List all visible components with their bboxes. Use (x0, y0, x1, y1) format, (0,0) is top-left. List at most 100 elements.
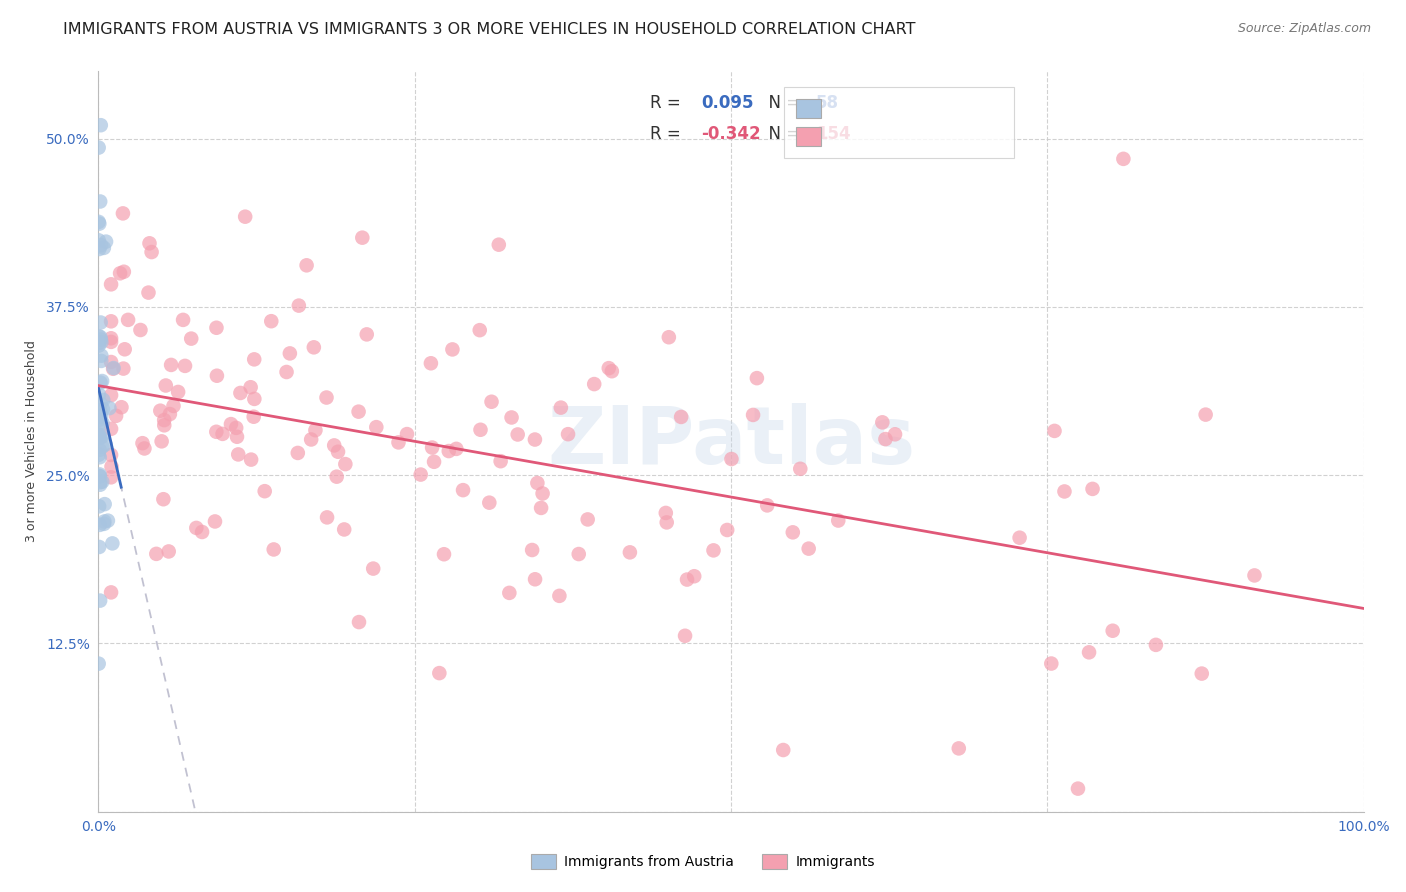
Point (155, 378, 177, 392)
Point (409, 467, 432, 482)
Point (655, 516, 678, 530)
Point (352, 230, 374, 244)
Point (347, 404, 370, 418)
Point (186, 521, 208, 535)
Y-axis label: 3 or more Vehicles in Household: 3 or more Vehicles in Household (25, 341, 38, 542)
Point (90, 316, 112, 330)
Point (506, 427, 529, 442)
Point (226, 447, 249, 461)
Text: R =: R = (650, 125, 686, 144)
Point (441, 343, 464, 357)
Point (93, 516, 115, 531)
Point (239, 380, 262, 394)
Point (745, 371, 768, 385)
Point (260, 314, 283, 328)
Point (112, 265, 135, 279)
Point (323, 438, 346, 452)
Point (1040, 657, 1063, 671)
Point (884, 427, 907, 442)
Point (117, 313, 139, 327)
Point (108, 266, 131, 280)
Point (90, 409, 112, 424)
Point (131, 436, 153, 450)
Point (89, 242, 111, 256)
Point (304, 423, 326, 437)
Point (172, 313, 194, 327)
Point (91, 475, 114, 489)
Text: N =: N = (758, 125, 806, 144)
Text: Source: ZipAtlas.com: Source: ZipAtlas.com (1237, 22, 1371, 36)
Point (782, 525, 804, 540)
Point (526, 476, 548, 491)
Point (530, 500, 553, 515)
Point (174, 359, 197, 373)
Point (948, 741, 970, 756)
Point (98, 401, 121, 416)
Point (89, 330, 111, 344)
Point (89, 517, 111, 532)
Point (395, 427, 418, 442)
Point (419, 356, 441, 370)
Point (347, 615, 370, 629)
Point (326, 444, 349, 458)
Point (302, 340, 325, 354)
Point (87, 387, 110, 401)
Point (89, 194, 111, 209)
Point (145, 547, 167, 561)
Point (100, 334, 122, 349)
Point (167, 384, 190, 399)
Point (101, 361, 124, 376)
Point (138, 236, 160, 251)
Point (89, 416, 111, 430)
Point (191, 524, 214, 539)
Point (87, 335, 110, 350)
Point (242, 409, 264, 424)
Point (333, 523, 356, 537)
Point (655, 506, 678, 520)
Point (276, 365, 298, 379)
Point (468, 323, 491, 337)
Text: 154: 154 (815, 125, 851, 144)
Point (520, 543, 543, 558)
Point (160, 358, 183, 372)
Point (673, 629, 696, 643)
Point (114, 343, 136, 357)
Text: N =: N = (758, 95, 806, 112)
Point (90, 354, 112, 368)
Point (90, 349, 112, 363)
Point (97, 514, 120, 528)
Point (87, 657, 110, 671)
Point (149, 403, 172, 417)
Point (87, 233, 110, 247)
Point (90, 335, 112, 350)
Point (205, 425, 228, 439)
Point (152, 492, 174, 507)
Point (89, 469, 111, 483)
Point (91, 392, 114, 407)
Text: IMMIGRANTS FROM AUSTRIA VS IMMIGRANTS 3 OR MORE VEHICLES IN HOUSEHOLD CORRELATIO: IMMIGRANTS FROM AUSTRIA VS IMMIGRANTS 3 … (63, 22, 915, 37)
Point (1043, 424, 1066, 438)
Point (134, 442, 156, 456)
Point (243, 352, 266, 367)
Point (150, 434, 173, 449)
Point (93, 515, 115, 529)
Point (295, 258, 318, 272)
Point (129, 323, 152, 337)
Point (872, 415, 894, 429)
Point (141, 245, 163, 260)
Point (316, 510, 339, 524)
Point (669, 409, 692, 424)
Point (162, 399, 184, 413)
Point (1144, 638, 1167, 652)
Point (437, 444, 460, 458)
Point (583, 377, 606, 392)
Point (90, 238, 112, 252)
Point (226, 430, 249, 444)
Point (576, 512, 599, 526)
Point (219, 417, 242, 431)
Point (153, 418, 176, 433)
Point (89, 442, 111, 457)
Point (153, 413, 176, 427)
Point (205, 368, 228, 383)
Point (683, 569, 706, 583)
